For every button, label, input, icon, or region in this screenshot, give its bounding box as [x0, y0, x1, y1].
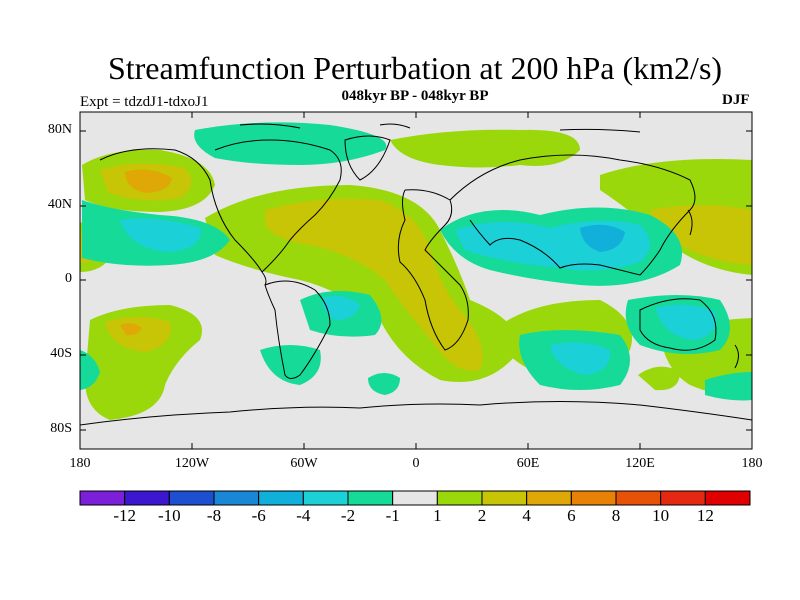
season-label: DJF — [722, 92, 750, 108]
coast-africa-eurasia — [397, 154, 696, 351]
colorbar-box — [79, 490, 126, 506]
experiment-label: Expt = tdzdJ1-tdxoJ1 — [80, 94, 209, 110]
coast-north-america — [99, 139, 342, 286]
contour-yellow-east-asia — [650, 205, 752, 265]
coast-japan — [687, 209, 693, 236]
colorbar-label: 2 — [477, 506, 487, 525]
contour-cyan-indian — [550, 342, 611, 375]
colorbar-box — [258, 490, 304, 506]
colorbar-label: 1 — [433, 506, 442, 525]
contour-negative-arctic — [194, 122, 387, 165]
coast-antarctica — [80, 401, 752, 426]
contour-negative-sw-pacific-east — [705, 372, 752, 401]
colorbar-box — [570, 490, 617, 506]
contour-negative-south-america-tip — [260, 345, 321, 385]
contour-cyan-australia — [655, 304, 716, 340]
lon-label-60w: 60W — [290, 456, 318, 471]
contour-field — [80, 122, 752, 420]
lon-label-180w: 180 — [69, 456, 91, 471]
colorbar-label: -6 — [251, 506, 266, 525]
colorbar-label: 4 — [522, 506, 531, 525]
lon-label-0: 0 — [412, 456, 420, 471]
colorbar-box — [660, 490, 706, 506]
coast-new-zealand — [734, 344, 739, 369]
contour-orange-north-pacific — [125, 169, 172, 193]
colorbar-box — [168, 490, 215, 506]
colorbar-label: 10 — [652, 506, 670, 525]
figure-title: Streamfunction Perturbation at 200 hPa (… — [107, 50, 723, 86]
lon-label-180e: 180 — [741, 456, 763, 471]
colorbar-label: -2 — [340, 506, 356, 525]
colorbar-box — [213, 490, 260, 506]
lon-label-120e: 120E — [625, 456, 655, 471]
lon-label-60e: 60E — [516, 456, 540, 471]
colorbar-box — [704, 490, 751, 506]
lat-label-0: 0 — [65, 271, 72, 286]
contour-cyan-south-atlantic — [322, 296, 360, 320]
contour-negative-south-atlantic-small — [368, 373, 400, 395]
lat-label-40n: 40N — [47, 197, 72, 212]
colorbar-label: 6 — [567, 506, 576, 525]
contour-yellow-atlantic — [265, 198, 483, 371]
contour-cyan-north-pacific — [120, 218, 201, 252]
lat-label-80s: 80S — [50, 421, 72, 436]
contour-positive-south-aus — [638, 366, 680, 391]
lon-label-120w: 120W — [174, 456, 210, 471]
colorbar-label: -12 — [113, 506, 136, 525]
colorbar-box — [526, 490, 572, 506]
colorbar-box — [436, 490, 483, 506]
coast-south-america — [264, 280, 331, 379]
colorbar-box — [302, 490, 349, 506]
coast-arctic-islands — [239, 123, 641, 133]
colorbar-box — [615, 490, 662, 506]
colorbar-label: -1 — [385, 506, 400, 525]
colorbar-label: -8 — [206, 506, 222, 525]
colorbar-label: 12 — [696, 506, 714, 525]
colorbar-label: 8 — [611, 506, 621, 525]
contour-negative-west-edge-south — [80, 350, 100, 390]
lat-label-80n: 80N — [47, 122, 72, 137]
colorbar-box — [124, 490, 170, 506]
coast-australia — [639, 298, 717, 351]
colorbar — [79, 490, 751, 506]
lat-label-40s: 40S — [50, 346, 72, 361]
coast-greenland — [344, 135, 391, 181]
figure-subtitle: 048kyr BP - 048kyr BP — [341, 88, 489, 104]
axis-ticks — [79, 112, 753, 449]
colorbar-box — [392, 490, 438, 506]
colorbar-label: -4 — [296, 506, 311, 525]
contour-blue-eurasia — [580, 224, 625, 252]
colorbar-box — [347, 490, 394, 506]
coastlines — [80, 123, 752, 426]
colorbar-box — [481, 490, 528, 506]
contour-orange-south-pacific — [120, 323, 142, 336]
colorbar-label: -10 — [157, 506, 181, 525]
